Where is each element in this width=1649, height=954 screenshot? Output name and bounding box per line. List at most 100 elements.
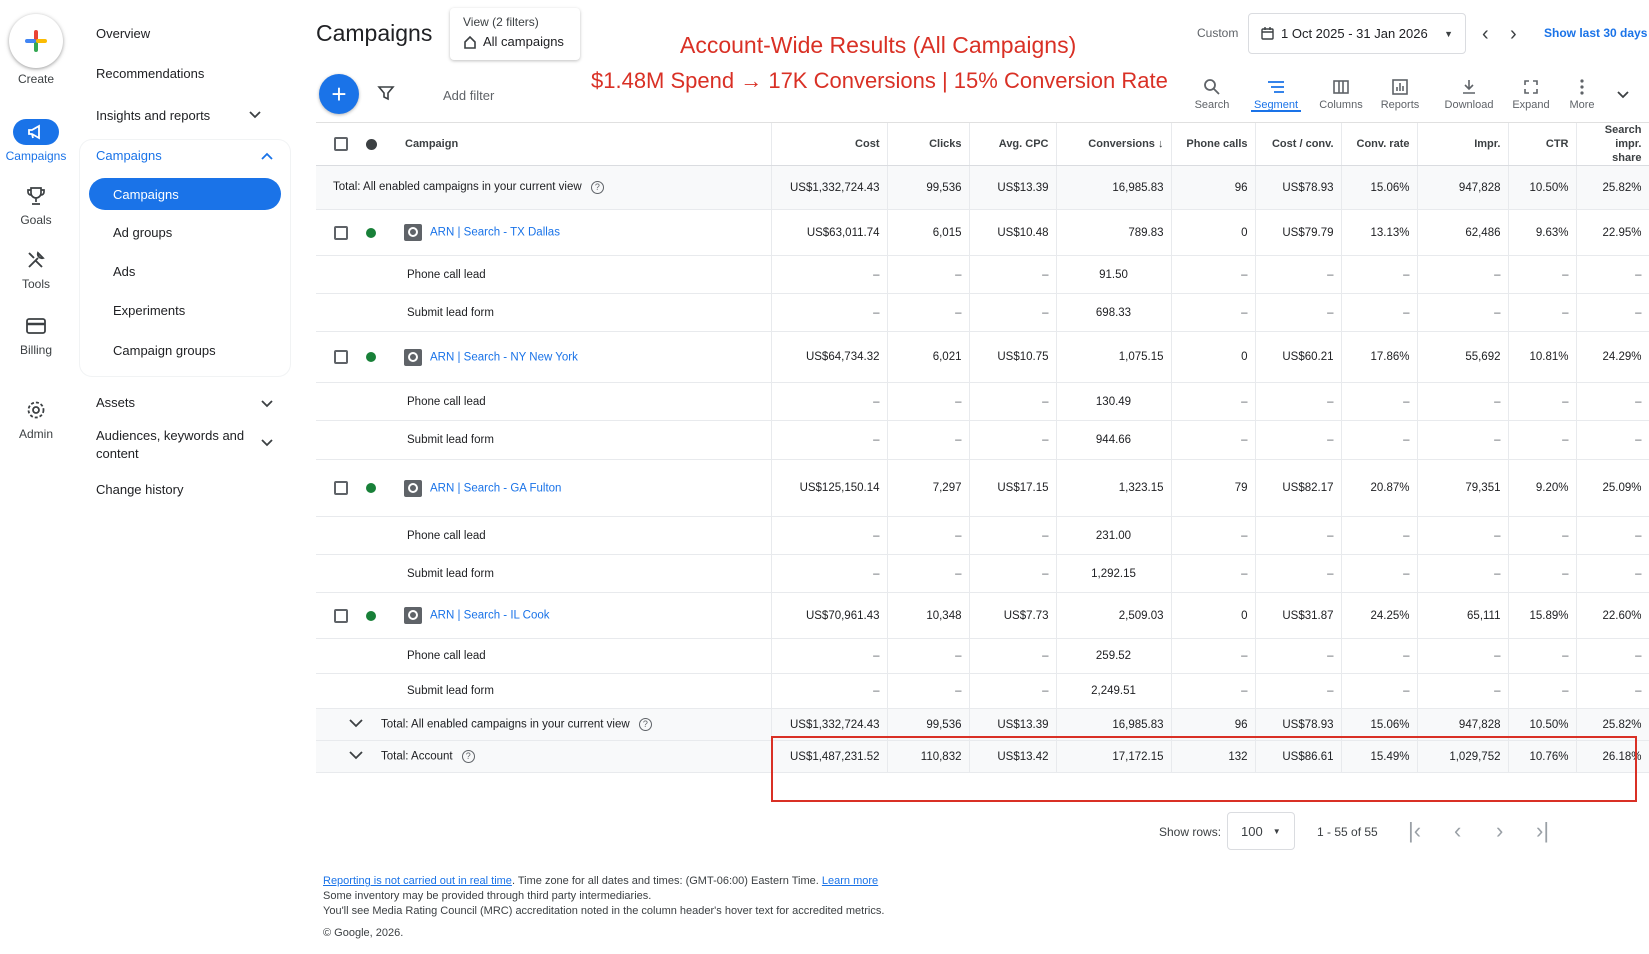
cell-conversions: 130.49 xyxy=(1056,382,1172,421)
segment-label: Phone call lead xyxy=(316,516,772,555)
nav-sub-experiments[interactable]: Experiments xyxy=(113,303,186,318)
rows-per-page-select[interactable]: 100 ▼ xyxy=(1227,812,1295,850)
cell-avg-cpc: US$13.42 xyxy=(969,740,1057,773)
show-last-30-days-link[interactable]: Show last 30 days xyxy=(1544,26,1648,40)
help-icon[interactable]: ? xyxy=(590,181,604,194)
campaign-row[interactable]: ARN | Search - NY New York US$64,734.32 6,… xyxy=(316,331,1649,383)
nav-recommendations[interactable]: Recommendations xyxy=(96,66,205,81)
view-filter-count: View (2 filters) xyxy=(463,15,539,29)
header-avg-cpc[interactable]: Avg. CPC xyxy=(969,123,1057,166)
rail-item-tools[interactable]: Tools xyxy=(0,248,72,312)
cell-cost: – xyxy=(771,382,888,421)
nav-overview[interactable]: Overview xyxy=(96,26,151,41)
toolbar-segment[interactable]: Segment xyxy=(1251,75,1301,112)
cell-phone-calls: – xyxy=(1171,382,1256,421)
campaign-link[interactable]: ARN | Search - IL Cook xyxy=(430,609,550,622)
first-page-icon[interactable]: |‹ xyxy=(1408,818,1422,843)
last-page-icon[interactable]: ›| xyxy=(1536,818,1550,843)
realtime-link[interactable]: Reporting is not carried out in real tim… xyxy=(323,875,512,887)
learn-more-link[interactable]: Learn more xyxy=(821,875,879,887)
header-cost[interactable]: Cost xyxy=(771,123,888,166)
campaign-row[interactable]: ARN | Search - TX Dallas US$63,011.74 6,01… xyxy=(316,209,1649,256)
nav-sub-campaign-groups[interactable]: Campaign groups xyxy=(113,343,216,358)
rail-item-billing[interactable]: Billing xyxy=(0,314,72,378)
chevron-down-icon[interactable] xyxy=(260,436,274,450)
campaign-link[interactable]: ARN | Search - NY New York xyxy=(430,351,578,364)
nav-campaigns-group[interactable]: Campaigns xyxy=(96,148,162,163)
toolbar-more[interactable]: More xyxy=(1566,75,1598,111)
header-conversions[interactable]: Conversions ↓ xyxy=(1056,123,1172,166)
cell-ctr: – xyxy=(1508,638,1577,674)
chevron-down-icon[interactable] xyxy=(260,397,274,411)
header-phone-calls[interactable]: Phone calls xyxy=(1171,123,1256,166)
campaign-link[interactable]: ARN | Search - GA Fulton xyxy=(430,482,562,495)
nav-sub-ad-groups[interactable]: Ad groups xyxy=(113,225,173,240)
campaign-row[interactable]: ARN | Search - GA Fulton US$125,150.14 7,2… xyxy=(316,459,1649,517)
header-search-impr-share[interactable]: Search impr. share xyxy=(1576,123,1649,166)
row-checkbox[interactable] xyxy=(334,350,348,364)
header-cost-per-conv[interactable]: Cost / conv. xyxy=(1255,123,1342,166)
bottom-total-row: Total: Account ? US$1,487,231.52 110,832 US… xyxy=(316,740,1649,773)
bottom-total-label-cell: Total: Account ? xyxy=(316,740,772,773)
help-icon[interactable]: ? xyxy=(461,750,475,764)
rail-item-goals[interactable]: Goals xyxy=(0,184,72,248)
segment-label: Submit lead form xyxy=(316,420,772,460)
cell-conversions: 1,075.15 xyxy=(1056,331,1172,383)
chevron-up-icon[interactable] xyxy=(260,149,274,163)
campaign-row[interactable]: ARN | Search - IL Cook US$70,961.43 10,348… xyxy=(316,592,1649,639)
search-campaign-icon xyxy=(404,607,422,624)
create-button[interactable] xyxy=(9,14,63,68)
cell-impr: 65,111 xyxy=(1417,592,1509,639)
toolbar-search[interactable]: Search xyxy=(1192,75,1232,111)
cell-avg-cpc: US$10.75 xyxy=(969,331,1057,383)
help-icon[interactable]: ? xyxy=(638,718,652,732)
nav-insights[interactable]: Insights and reports xyxy=(96,108,286,123)
next-page-icon[interactable]: › xyxy=(1496,818,1504,843)
header-clicks[interactable]: Clicks xyxy=(887,123,970,166)
rail-item-admin[interactable]: Admin xyxy=(0,398,72,462)
nav-sub-campaigns[interactable]: Campaigns xyxy=(113,187,179,202)
rail-label-admin: Admin xyxy=(18,427,53,441)
copyright: © Google, 2026. xyxy=(323,927,404,939)
add-campaign-button[interactable]: + xyxy=(319,74,359,114)
expand-chevron-icon[interactable] xyxy=(349,718,363,731)
toolbar-reports[interactable]: Reports xyxy=(1377,75,1423,111)
cell-conv-rate: 13.13% xyxy=(1341,209,1418,256)
footer: Reporting is not carried out in real tim… xyxy=(323,874,884,941)
header-ctr[interactable]: CTR xyxy=(1508,123,1577,166)
toolbar-download[interactable]: Download xyxy=(1441,75,1497,111)
nav-assets[interactable]: Assets xyxy=(96,395,136,410)
rail-item-campaigns[interactable]: Campaigns xyxy=(0,118,72,182)
campaign-link[interactable]: ARN | Search - TX Dallas xyxy=(430,226,560,239)
prev-page-icon[interactable]: ‹ xyxy=(1454,818,1462,843)
prev-period-icon[interactable]: ‹ xyxy=(1482,23,1489,45)
chevron-down-icon[interactable] xyxy=(248,108,262,122)
cell-cost: – xyxy=(771,293,888,332)
cell-conversions: 259.52 xyxy=(1056,638,1172,674)
add-filter-input[interactable]: Add filter xyxy=(443,88,495,103)
nav-sub-ads[interactable]: Ads xyxy=(113,264,136,279)
filter-icon[interactable] xyxy=(377,84,395,102)
cell-cost: US$1,332,724.43 xyxy=(771,165,888,210)
cell-cost-per-conv: – xyxy=(1255,516,1342,555)
cell-conversions: 698.33 xyxy=(1056,293,1172,332)
expand-chevron-icon[interactable] xyxy=(349,750,363,763)
header-campaign[interactable]: Campaign xyxy=(316,123,772,166)
collapse-toolbar-icon[interactable] xyxy=(1616,88,1630,102)
cell-impr: – xyxy=(1417,554,1509,593)
row-checkbox[interactable] xyxy=(334,608,348,623)
toolbar-columns[interactable]: Columns xyxy=(1316,75,1366,111)
header-impr[interactable]: Impr. xyxy=(1417,123,1509,166)
toolbar-expand[interactable]: Expand xyxy=(1509,75,1553,111)
cell-search-impr-share: – xyxy=(1576,638,1649,674)
header-conv-rate[interactable]: Conv. rate xyxy=(1341,123,1418,166)
select-all-checkbox[interactable] xyxy=(334,137,348,152)
view-selector[interactable]: View (2 filters) All campaigns xyxy=(450,8,580,60)
next-period-icon[interactable]: › xyxy=(1510,23,1517,45)
row-checkbox[interactable] xyxy=(334,225,348,240)
date-range-picker[interactable]: 1 Oct 2025 - 31 Jan 2026 ▼ xyxy=(1248,13,1466,54)
nav-audiences[interactable]: Audiences, keywords and content xyxy=(96,428,245,461)
row-checkbox[interactable] xyxy=(334,481,348,495)
nav-change-history[interactable]: Change history xyxy=(96,482,184,497)
cell-conv-rate: – xyxy=(1341,673,1418,709)
